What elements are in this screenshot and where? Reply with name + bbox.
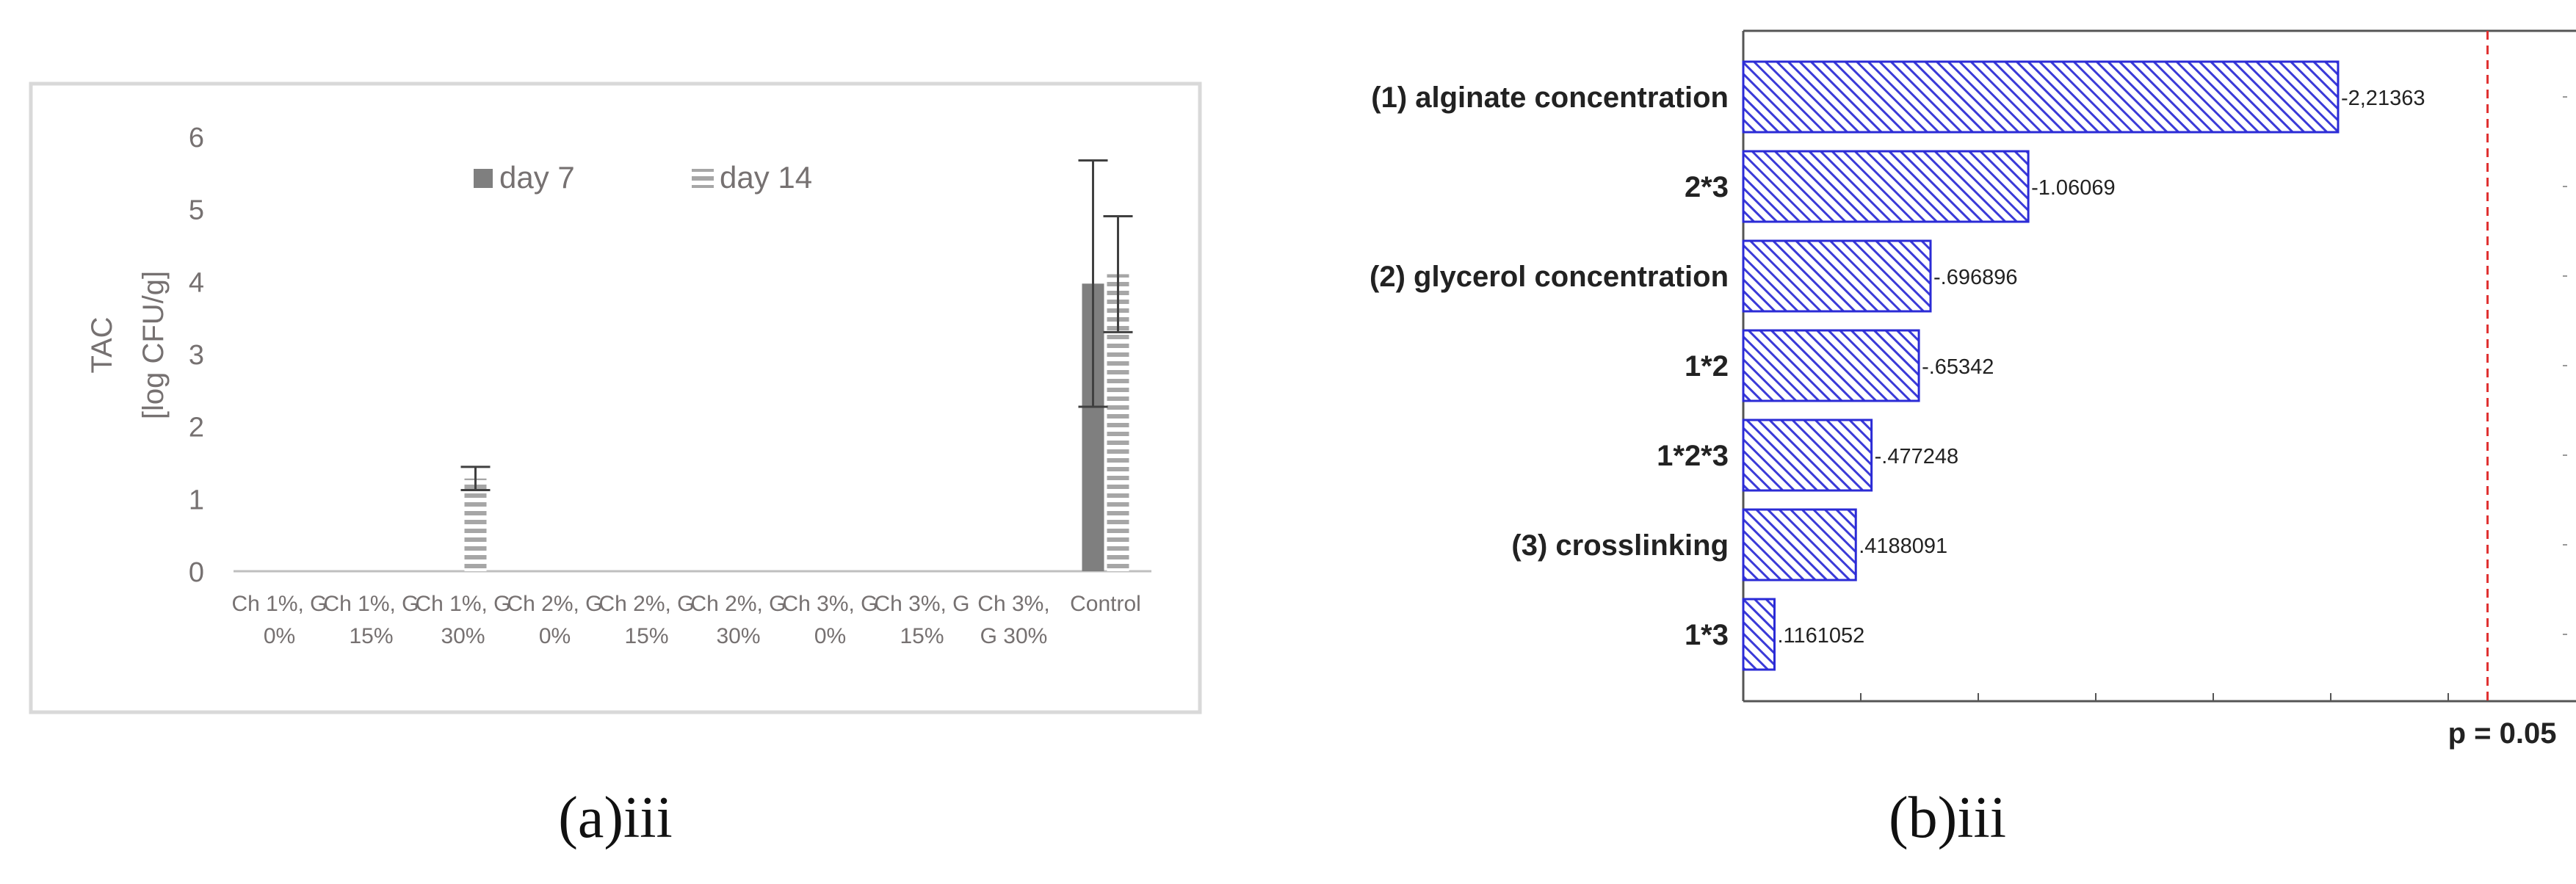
value-label: .1161052 (1777, 624, 1864, 648)
category-label: 1*2*3 (1657, 440, 1729, 472)
x-category-label: 15% (349, 624, 393, 648)
y-tick-label: 5 (189, 195, 204, 226)
y-tick-label: 1 (189, 485, 204, 515)
panel-a-caption: (a)iii (558, 786, 672, 850)
y-tick-label: 0 (189, 557, 204, 588)
value-label: -.65342 (1922, 355, 1994, 379)
panel-a-y-ticks: 0 1 2 3 4 5 6 (189, 123, 204, 588)
value-label: .4188091 (1859, 535, 1947, 558)
bar-day-14 (464, 478, 487, 571)
y-tick-label: 3 (189, 340, 204, 371)
x-category-label: Ch 1%, G (231, 592, 327, 616)
effect-bar (1742, 598, 1776, 671)
legend-day14-label: day 14 (720, 160, 812, 195)
panel-b-x-ticks (1860, 693, 2449, 701)
category-label: (1) alginate concentration (1371, 81, 1729, 114)
x-category-label: Ch 2%, G (507, 592, 602, 616)
category-label: (2) glycerol concentration (1370, 261, 1729, 293)
legend-day7-swatch (474, 169, 493, 188)
panel-b-bars: (1) alginate concentration -2,21363 2*3 -1.… (1370, 60, 2425, 671)
y-tick-label: 2 (189, 413, 204, 443)
effect-bar (1742, 239, 1932, 313)
effect-bar (1742, 508, 1857, 582)
x-category-label: 30% (716, 624, 760, 648)
value-label: -2,21363 (2341, 87, 2425, 110)
x-category-label: Control (1070, 592, 1141, 616)
panel-a-ylabel-line2: [log CFU/g] (137, 271, 170, 419)
significance-label: p = 0.05 (2448, 717, 2557, 750)
panel-b-right-ticks (2563, 96, 2567, 635)
effect-bar (1742, 60, 2340, 134)
y-tick-label: 6 (189, 123, 204, 153)
x-category-label: 30% (441, 624, 485, 648)
legend-day7-label: day 7 (499, 160, 575, 195)
x-category-label: Ch 3%, G (874, 592, 969, 616)
x-category-label: Ch 1%, G (323, 592, 419, 616)
x-category-label: 0% (264, 624, 295, 648)
x-category-label: 0% (814, 624, 846, 648)
y-tick-label: 4 (189, 267, 204, 298)
x-category-label: Ch 1%, G (415, 592, 510, 616)
x-category-label: Ch 3%, (977, 592, 1049, 616)
x-category-label: Ch 3%, G (782, 592, 878, 616)
panel-a-x-categories: Ch 1%, G 0% Ch 1%, G 15% Ch 1%, G 30% Ch 2%, G… (231, 592, 1140, 648)
value-label: -.477248 (1875, 445, 1959, 468)
panel-a-frame (29, 81, 1202, 714)
x-category-label: 15% (900, 624, 944, 648)
effect-bar (1742, 329, 1920, 402)
legend-day14-swatch (692, 169, 714, 188)
panel-a-chart: 0 1 2 3 4 5 6 Ch 1%, G 0% Ch 1%, G 15% Ch 1%, G 30%… (29, 81, 1202, 714)
x-category-label: Ch 2%, G (690, 592, 786, 616)
effect-bar (1742, 419, 1873, 492)
x-category-label: G 30% (980, 624, 1048, 648)
panel-a-ylabel-line1: TAC (86, 316, 118, 373)
value-label: -1.06069 (2031, 176, 2116, 200)
x-category-label: 15% (624, 624, 668, 648)
panel-a-error-bars (460, 159, 1133, 491)
panel-b-caption: (b)iii (1889, 786, 2006, 850)
value-label: -.696896 (1933, 266, 2018, 289)
category-label: 1*3 (1685, 619, 1729, 651)
panel-a-legend: day 7 day 14 (474, 160, 812, 195)
x-category-label: Ch 2%, G (598, 592, 694, 616)
x-category-label: 0% (539, 624, 571, 648)
effect-bar (1742, 150, 2030, 223)
category-label: (3) crosslinking (1511, 529, 1729, 562)
category-label: 1*2 (1685, 350, 1729, 383)
panel-b-chart: (1) alginate concentration -2,21363 2*3 -1.… (1370, 29, 2576, 750)
category-label: 2*3 (1685, 171, 1729, 203)
